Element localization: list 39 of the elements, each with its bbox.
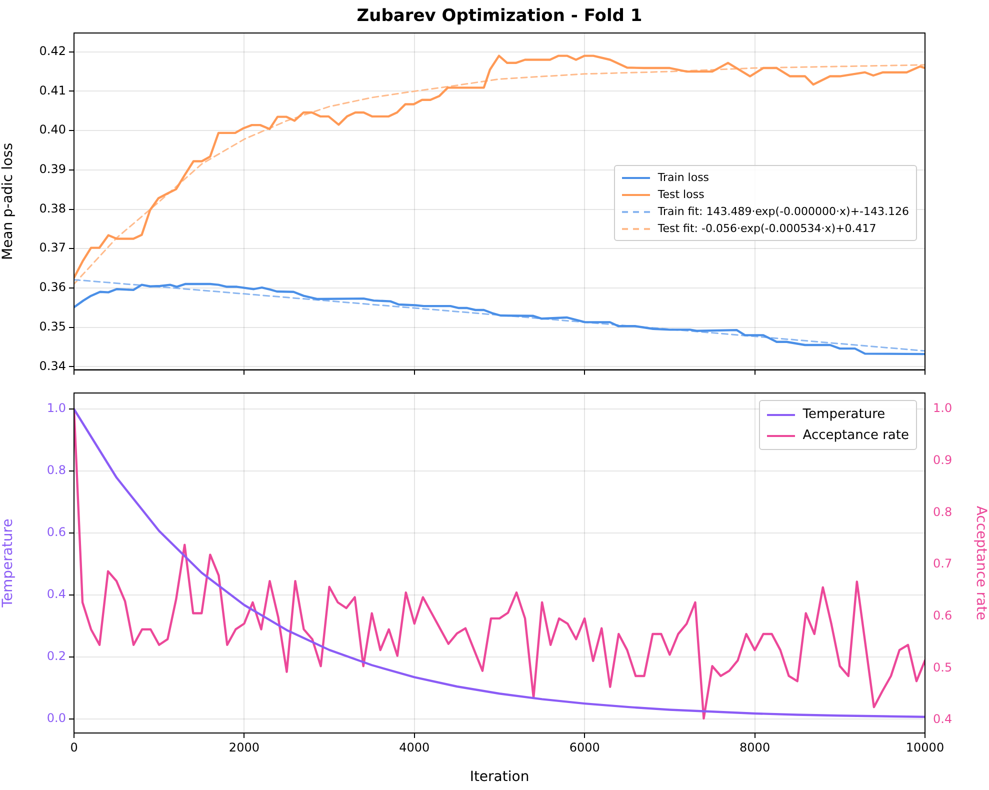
x-tick-label: 6000 xyxy=(569,740,600,754)
x-tick-label: 4000 xyxy=(399,740,430,754)
y-tick-label: 0.34 xyxy=(39,358,66,373)
legend-label: Test loss xyxy=(658,188,704,201)
y-tick-label: 0.8 xyxy=(46,463,66,478)
y-tick-label: 0.37 xyxy=(39,240,66,255)
x-axis-title: Iteration xyxy=(470,769,530,786)
y-axis-title: Temperature xyxy=(0,518,16,608)
y2-tick-label: 0.7 xyxy=(933,556,952,571)
legend-label: Temperature xyxy=(802,407,886,422)
x-tick-label: 2000 xyxy=(228,740,260,754)
y-tick-label: 0.42 xyxy=(39,44,66,58)
x-tick-label: 10000 xyxy=(906,740,944,754)
y-tick-label: 0.38 xyxy=(39,201,66,216)
y2-tick-label: 0.4 xyxy=(933,712,952,726)
y-tick-label: 0.40 xyxy=(39,122,66,137)
y-tick-label: 0.4 xyxy=(46,587,66,602)
x-tick-label: 8000 xyxy=(740,740,770,754)
y2-tick-label: 1.0 xyxy=(933,401,952,416)
y-tick-label: 0.6 xyxy=(46,525,66,540)
y-tick-label: 0.0 xyxy=(46,711,66,726)
y-axis-title: Mean p-adic loss xyxy=(0,142,16,260)
y-tick-label: 1.0 xyxy=(46,401,66,416)
x-tick-label: 0 xyxy=(70,740,78,754)
y2-tick-label: 0.5 xyxy=(933,660,952,674)
y-tick-label: 0.35 xyxy=(39,319,66,334)
legend-label: Train loss xyxy=(658,171,710,184)
y2-tick-label: 0.8 xyxy=(933,504,952,519)
legend-label: Train fit: 143.489·exp(-0.000000·x)+-143.126 xyxy=(658,205,909,218)
legend-label: Test fit: -0.056·exp(-0.000534·x)+0.417 xyxy=(658,222,876,235)
y-tick-label: 0.41 xyxy=(39,83,66,98)
y-tick-label: 0.2 xyxy=(46,649,66,664)
y2-axis-title: Acceptance rate xyxy=(972,506,989,620)
y-tick-label: 0.36 xyxy=(39,280,66,294)
legend-label: Acceptance rate xyxy=(802,428,909,443)
y2-tick-label: 0.6 xyxy=(933,608,952,623)
y2-tick-label: 0.9 xyxy=(933,453,952,468)
y-tick-label: 0.39 xyxy=(39,162,66,176)
chart-title: Zubarev Optimization - Fold 1 xyxy=(356,6,644,26)
